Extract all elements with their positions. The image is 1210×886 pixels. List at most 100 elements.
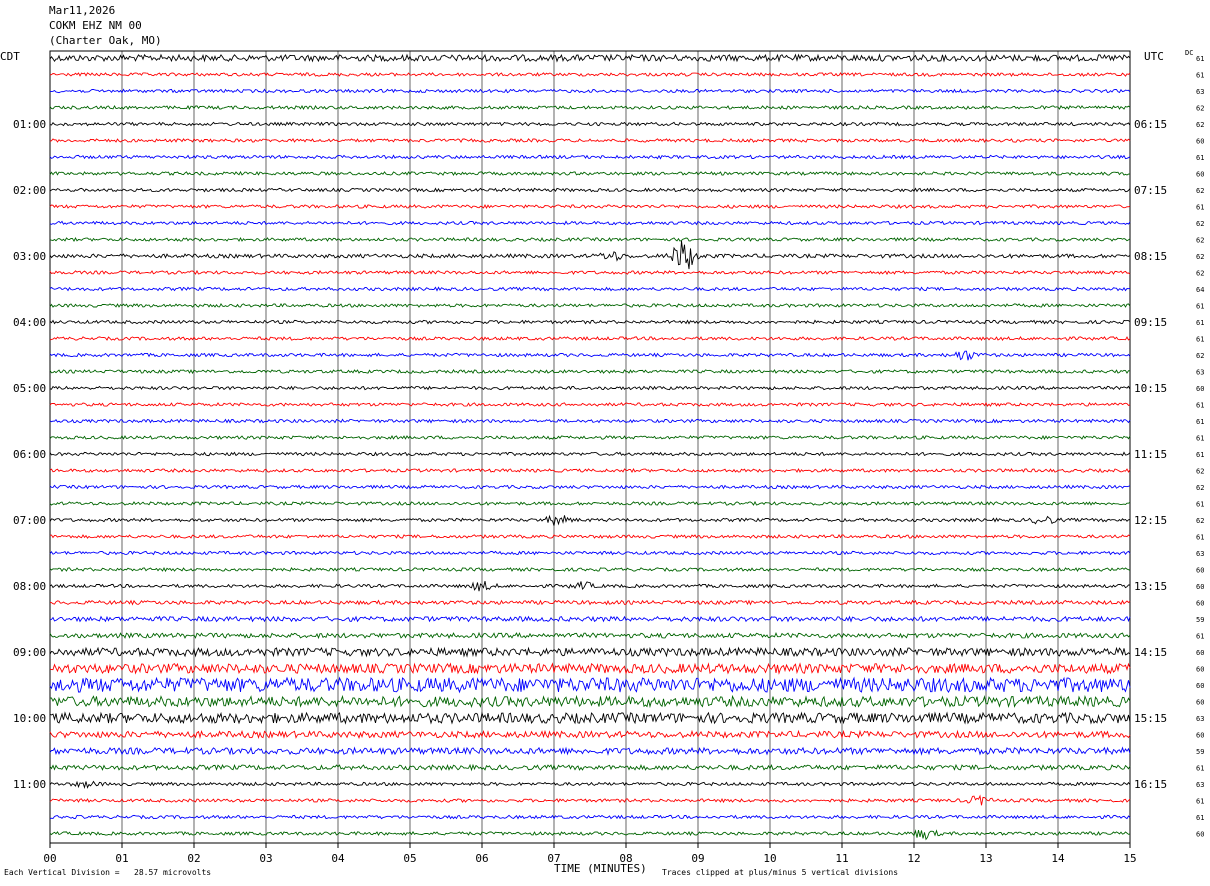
- x-tick-label: 06: [475, 852, 488, 865]
- seismic-trace: [49, 631, 1131, 640]
- dc-value: 61: [1196, 72, 1204, 80]
- dc-value: 60: [1196, 385, 1204, 393]
- seismic-trace: [49, 615, 1131, 623]
- seismic-trace: [49, 484, 1131, 490]
- dc-value: 60: [1196, 138, 1204, 146]
- x-tick-label: 14: [1051, 852, 1065, 865]
- seismic-trace: [49, 646, 1131, 658]
- seismic-trace: [49, 711, 1131, 725]
- x-tick-label: 00: [43, 852, 56, 865]
- x-tick-label: 05: [403, 852, 416, 865]
- header-station: COKM EHZ NM 00: [49, 19, 142, 32]
- dc-value: 63: [1196, 369, 1204, 377]
- dc-value: 63: [1196, 88, 1204, 96]
- left-time-label: 10:00: [13, 712, 46, 725]
- seismic-trace: [49, 53, 1131, 63]
- seismic-trace: [49, 170, 1131, 177]
- seismic-trace: [49, 350, 1131, 361]
- seismic-trace: [49, 319, 1131, 325]
- x-tick-label: 12: [907, 852, 920, 865]
- dc-value: 61: [1196, 534, 1204, 542]
- dc-value: 62: [1196, 220, 1204, 228]
- seismic-trace: [49, 240, 1131, 270]
- dc-value: 60: [1196, 600, 1204, 608]
- seismic-trace: [49, 467, 1131, 474]
- x-tick-label: 07: [547, 852, 560, 865]
- seismic-trace: [49, 154, 1131, 160]
- dc-value: 63: [1196, 715, 1204, 723]
- right-time-label: 14:15: [1134, 646, 1167, 659]
- dc-value: 60: [1196, 583, 1204, 591]
- seismic-trace: [49, 662, 1131, 675]
- x-tick-label: 01: [115, 852, 128, 865]
- dc-value: 62: [1196, 352, 1204, 360]
- seismic-trace: [49, 121, 1131, 127]
- left-time-label: 02:00: [13, 184, 46, 197]
- footer-clip-note: Traces clipped at plus/minus 5 vertical …: [662, 868, 899, 877]
- x-tick-label: 11: [835, 852, 848, 865]
- seismic-trace: [49, 369, 1131, 375]
- seismic-trace: [49, 187, 1131, 193]
- dc-value: 61: [1196, 798, 1204, 806]
- seismic-trace: [49, 236, 1131, 243]
- x-tick-label: 10: [763, 852, 776, 865]
- dc-value: 61: [1196, 402, 1204, 410]
- dc-value: 60: [1196, 682, 1204, 690]
- left-time-label: 01:00: [13, 118, 46, 131]
- dc-value: 64: [1196, 286, 1204, 294]
- dc-value: 61: [1196, 418, 1204, 426]
- dc-value: 62: [1196, 121, 1204, 129]
- seismic-trace: [49, 302, 1131, 308]
- dc-value: 62: [1196, 270, 1204, 278]
- dc-value: 59: [1196, 616, 1204, 624]
- right-time-label: 15:15: [1134, 712, 1167, 725]
- dc-value: 62: [1196, 237, 1204, 245]
- dc-value: 63: [1196, 550, 1204, 558]
- dc-value: 61: [1196, 633, 1204, 641]
- x-tick-label: 02: [187, 852, 200, 865]
- x-tick-label: 03: [259, 852, 272, 865]
- x-tick-label: 08: [619, 852, 632, 865]
- left-time-label: 03:00: [13, 250, 46, 263]
- seismic-trace: [49, 763, 1131, 772]
- seismic-trace: [50, 599, 1131, 606]
- x-tick-label: 04: [331, 852, 345, 865]
- dc-value: 60: [1196, 649, 1204, 657]
- seismic-trace: [49, 385, 1131, 391]
- dc-value: 60: [1196, 831, 1204, 839]
- right-time-label: 09:15: [1134, 316, 1167, 329]
- dc-value: 60: [1196, 732, 1204, 740]
- dc-label: DC: [1185, 49, 1194, 57]
- dc-value: 60: [1196, 171, 1204, 179]
- dc-value: 62: [1196, 187, 1204, 195]
- right-time-label: 08:15: [1134, 250, 1167, 263]
- seismic-trace: [49, 514, 1131, 526]
- seismic-trace: [49, 138, 1131, 144]
- seismic-trace: [49, 435, 1131, 441]
- right-time-label: 11:15: [1134, 448, 1167, 461]
- right-time-label: 10:15: [1134, 382, 1167, 395]
- right-axis-title: UTC: [1144, 50, 1164, 63]
- seismic-trace: [49, 814, 1131, 820]
- dc-value: 60: [1196, 666, 1204, 674]
- x-tick-label: 15: [1123, 852, 1136, 865]
- seismic-trace: [49, 418, 1131, 424]
- dc-value: 61: [1196, 501, 1204, 509]
- dc-value: 61: [1196, 814, 1204, 822]
- seismic-trace: [49, 829, 1131, 841]
- dc-value: 59: [1196, 748, 1204, 756]
- seismic-trace: [49, 269, 1131, 276]
- seismic-trace: [49, 550, 1131, 556]
- seismic-trace: [49, 220, 1131, 226]
- left-time-label: 08:00: [13, 580, 46, 593]
- header-date: Mar11,2026: [49, 4, 116, 17]
- right-time-label: 12:15: [1134, 514, 1167, 527]
- right-time-label: 06:15: [1134, 118, 1167, 131]
- seismic-trace: [49, 88, 1131, 94]
- seismic-trace: [49, 694, 1131, 709]
- dc-value: 61: [1196, 435, 1204, 443]
- dc-value: 62: [1196, 105, 1204, 113]
- left-time-label: 04:00: [13, 316, 46, 329]
- x-tick-label: 13: [979, 852, 992, 865]
